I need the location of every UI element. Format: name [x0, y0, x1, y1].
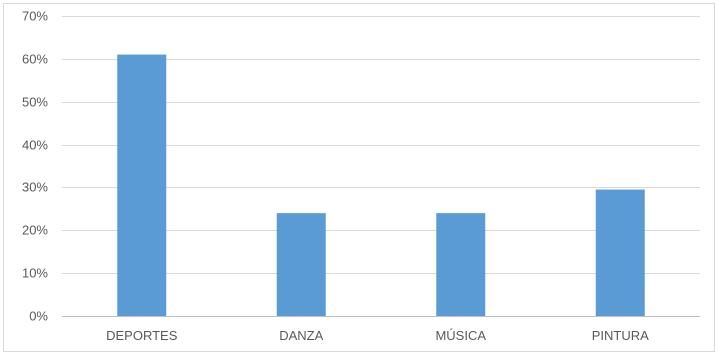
x-axis-ticks: DEPORTES DANZA MÚSICA PINTURA: [106, 328, 649, 343]
y-tick-label: 0%: [29, 309, 48, 324]
y-tick-label: 50%: [22, 95, 48, 110]
bar-deportes: [117, 54, 167, 316]
bar-pintura: [595, 189, 645, 316]
x-tick-label: DEPORTES: [106, 328, 178, 343]
x-tick-label: MÚSICA: [435, 328, 486, 343]
y-tick-label: 70%: [22, 9, 48, 24]
y-tick-label: 20%: [22, 223, 48, 238]
gridlines: [62, 16, 700, 317]
x-tick-label: DANZA: [279, 328, 323, 343]
y-tick-label: 60%: [22, 52, 48, 67]
y-tick-label: 10%: [22, 266, 48, 281]
x-tick-label: PINTURA: [592, 328, 649, 343]
bar-música: [436, 213, 486, 316]
y-axis-ticks: 0% 10% 20% 30% 40% 50% 60% 70%: [22, 9, 48, 324]
y-tick-label: 30%: [22, 180, 48, 195]
y-tick-label: 40%: [22, 138, 48, 153]
bars: [117, 54, 645, 316]
bar-danza: [276, 213, 326, 316]
